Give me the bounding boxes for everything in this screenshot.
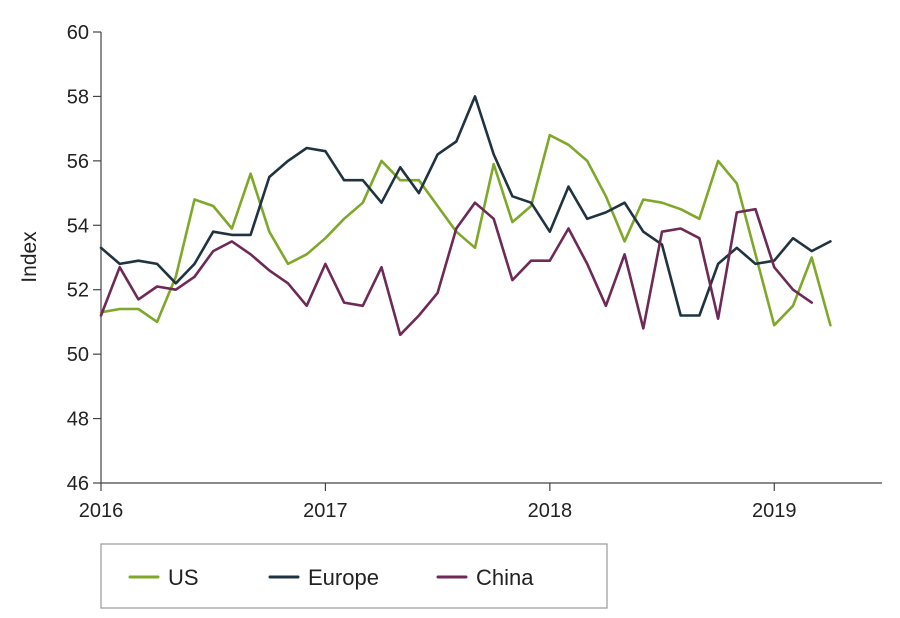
y-axis-title: Index	[18, 231, 41, 283]
y-tick-label: 60	[67, 22, 89, 44]
series-line-us	[99, 133, 832, 327]
x-tick-label: 2016	[79, 500, 124, 522]
legend: US Europe China	[100, 543, 608, 609]
y-tick-label: 56	[67, 151, 89, 173]
series-line-china	[99, 201, 814, 337]
x-tick-label: 2017	[303, 500, 348, 522]
legend-label-europe: Europe	[308, 565, 379, 590]
series-line-europe	[99, 95, 832, 317]
legend-label-china: China	[476, 565, 534, 590]
y-ticks: 46 48 50 52 54 56 58 60	[67, 22, 101, 495]
y-tick-label: 54	[67, 215, 89, 237]
x-ticks: 2016 2017 2018 2019	[79, 483, 797, 522]
x-tick-label: 2019	[752, 500, 797, 522]
legend-label-us: US	[168, 565, 199, 590]
y-tick-label: 58	[67, 86, 89, 108]
y-tick-label: 50	[67, 344, 89, 366]
y-tick-label: 52	[67, 280, 89, 302]
y-tick-label: 48	[67, 409, 89, 431]
y-tick-label: 46	[67, 473, 89, 495]
x-tick-label: 2018	[528, 500, 573, 522]
axes	[100, 32, 882, 484]
legend-box	[100, 543, 608, 609]
series-group	[99, 95, 832, 337]
